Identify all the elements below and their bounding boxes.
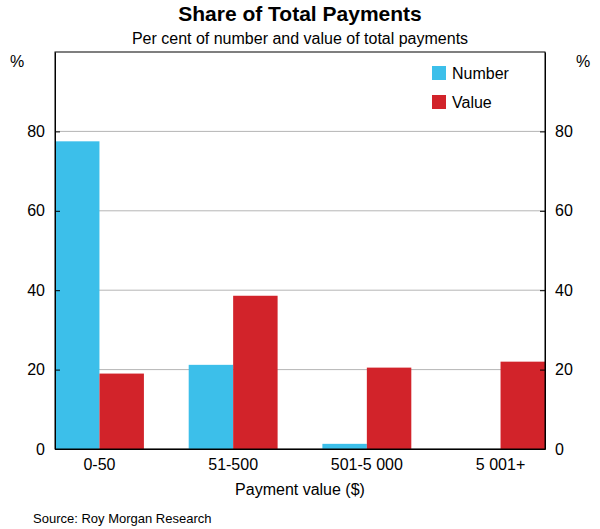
y-tick-mark xyxy=(540,131,545,132)
y-tick-mark xyxy=(55,370,60,371)
x-tick-label: 0-50 xyxy=(83,456,115,473)
y-tick-label: 80 xyxy=(27,123,45,140)
legend: Number Value xyxy=(432,65,510,111)
y-tick-label: 80 xyxy=(555,123,573,140)
y-tick: 20 xyxy=(540,361,573,378)
y-tick-label: 60 xyxy=(27,202,45,219)
y-axis-right: 0 20 40 60 80 xyxy=(540,53,573,458)
bar xyxy=(189,365,233,449)
grid-line xyxy=(55,210,545,211)
title: Share of Total Payments xyxy=(178,2,422,25)
y-axis-title-right: % xyxy=(576,53,590,70)
y-tick-label: 60 xyxy=(555,202,573,219)
bar xyxy=(367,368,411,449)
y-axis-line xyxy=(55,53,56,450)
bar xyxy=(233,296,277,449)
bar xyxy=(501,362,545,449)
y-tick-mark xyxy=(540,211,545,212)
y-tick: 80 xyxy=(540,123,573,140)
grid-line xyxy=(55,290,545,291)
x-axis-title: Payment value ($) xyxy=(235,481,365,498)
bar xyxy=(322,444,366,449)
bar xyxy=(55,141,99,449)
x-tick: 501-5 000 xyxy=(331,456,403,473)
legend-label: Number xyxy=(452,65,510,82)
y-tick: 40 xyxy=(540,282,573,299)
x-axis: 0-50 51-500 501-5 000 5 001+ xyxy=(56,450,546,474)
plot-frame xyxy=(55,52,545,449)
y-tick-label: 40 xyxy=(555,282,573,299)
y-tick-label: 0 xyxy=(555,441,564,458)
y-axis-title: % xyxy=(10,53,24,70)
y-tick: 60 xyxy=(540,202,573,219)
legend-swatch xyxy=(432,95,446,109)
y-tick-label: 20 xyxy=(27,361,45,378)
bars xyxy=(55,141,545,449)
legend-swatch xyxy=(432,66,446,80)
chart: 0 20 40 60 80 0 20 40 60 80 0-50 51-500 501-5 000 5 0… xyxy=(0,0,600,529)
y-tick: 40 xyxy=(27,282,60,299)
y-axis-line xyxy=(545,53,546,450)
subtitle: Per cent of number and value of total pa… xyxy=(132,30,468,47)
y-tick-label: 20 xyxy=(555,361,573,378)
grid xyxy=(55,131,545,449)
x-tick-label: 5 001+ xyxy=(476,456,525,473)
x-tick-label: 501-5 000 xyxy=(331,456,403,473)
x-tick: 5 001+ xyxy=(476,456,525,473)
y-tick: 20 xyxy=(27,361,60,378)
y-tick-mark xyxy=(55,290,60,291)
grid-line xyxy=(55,131,545,132)
x-tick-label: 51-500 xyxy=(208,456,258,473)
x-axis-line xyxy=(56,449,546,450)
y-tick-mark xyxy=(540,370,545,371)
y-tick-mark xyxy=(55,131,60,132)
y-tick-label: 40 xyxy=(27,282,45,299)
y-tick-mark xyxy=(55,211,60,212)
y-tick-mark xyxy=(540,290,545,291)
legend-label: Value xyxy=(452,94,492,111)
grid-line xyxy=(55,369,545,370)
y-tick-label: 0 xyxy=(36,441,45,458)
y-tick: 60 xyxy=(27,202,60,219)
y-axis: 0 20 40 60 80 xyxy=(27,53,60,458)
y-tick: 80 xyxy=(27,123,60,140)
source: Source: Roy Morgan Research xyxy=(33,511,211,526)
x-tick: 0-50 xyxy=(83,456,115,473)
x-tick: 51-500 xyxy=(208,456,258,473)
bar xyxy=(99,374,143,449)
